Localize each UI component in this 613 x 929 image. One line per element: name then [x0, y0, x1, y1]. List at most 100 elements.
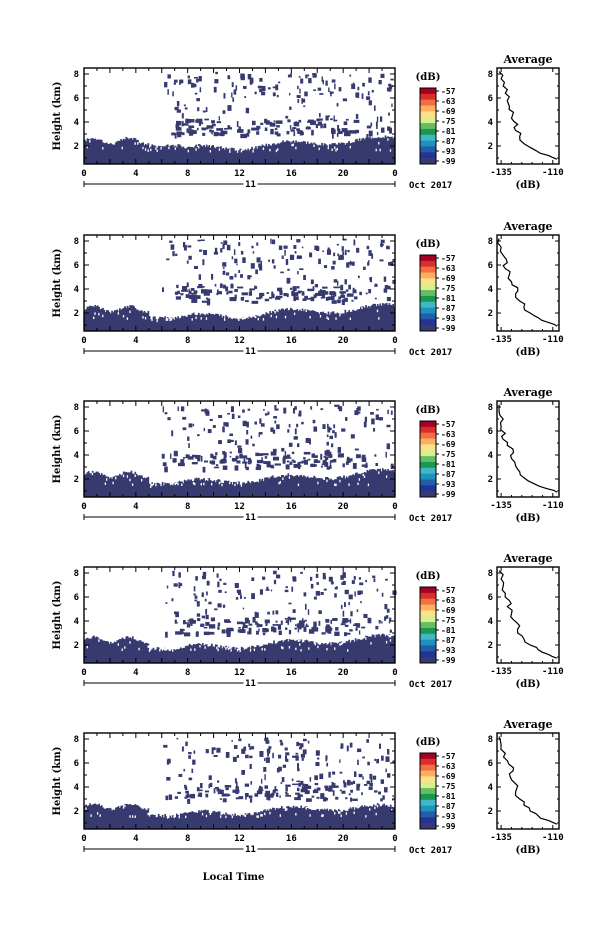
- echo-patch: [216, 573, 219, 578]
- echo-patch: [178, 462, 185, 467]
- echo-patch: [327, 296, 334, 299]
- echo-patch: [325, 797, 328, 801]
- echo-patch: [344, 132, 351, 137]
- echo-column: [322, 479, 325, 497]
- echo-column: [210, 643, 213, 663]
- echo-patch: [222, 110, 226, 114]
- echo-patch: [197, 618, 201, 622]
- echo-column: [108, 478, 111, 497]
- echo-column: [273, 477, 275, 497]
- echo-patch: [205, 609, 208, 615]
- echo-column: [113, 310, 116, 331]
- echo-patch: [175, 253, 178, 257]
- echo-gap: [275, 315, 279, 319]
- echo-column: [332, 480, 335, 497]
- average-x-tick-label: -110: [542, 833, 564, 843]
- echo-patch: [287, 429, 290, 433]
- echo-patch: [338, 296, 342, 300]
- echo-gap: [257, 317, 261, 321]
- echo-column: [235, 815, 238, 829]
- echo-column: [141, 142, 143, 164]
- echo-patch: [328, 789, 333, 792]
- echo-patch: [181, 286, 188, 291]
- echo-patch: [249, 755, 253, 759]
- echo-gap: [124, 646, 127, 649]
- echo-column: [251, 815, 253, 829]
- echo-column: [163, 817, 165, 829]
- echo-column: [292, 805, 295, 829]
- x-tick-label: 20: [338, 834, 349, 844]
- echo-patch: [178, 82, 182, 85]
- echo-column: [369, 805, 371, 829]
- echo-patch: [260, 122, 264, 126]
- echo-patch: [259, 785, 262, 790]
- echo-patch: [278, 766, 282, 772]
- echo-column: [112, 809, 115, 829]
- echo-patch: [271, 259, 275, 264]
- echo-patch: [281, 777, 285, 782]
- echo-column: [185, 148, 187, 164]
- echo-patch: [296, 741, 299, 747]
- echo-patch: [179, 79, 184, 84]
- echo-gap: [177, 482, 180, 486]
- echo-column: [284, 475, 287, 497]
- echo-patch: [363, 266, 366, 270]
- echo-patch: [292, 286, 297, 292]
- echo-column: [343, 142, 345, 164]
- echo-patch: [185, 454, 189, 459]
- echo-patch: [245, 792, 249, 798]
- echo-patch: [250, 263, 255, 269]
- echo-patch: [358, 773, 363, 778]
- echo-column: [354, 472, 357, 497]
- echo-patch: [259, 589, 263, 595]
- echo-column: [344, 642, 347, 663]
- echo-column: [172, 815, 174, 829]
- echo-patch: [269, 296, 273, 299]
- echo-patch: [209, 782, 213, 787]
- colorbar-swatch: [420, 290, 436, 297]
- echo-column: [252, 814, 255, 829]
- echo-patch: [186, 260, 189, 264]
- echo-column: [249, 317, 252, 331]
- echo-column: [253, 482, 256, 497]
- echo-patch: [341, 291, 344, 295]
- echo-column: [335, 144, 338, 164]
- echo-patch: [205, 793, 209, 798]
- echo-patch: [317, 757, 320, 760]
- echo-patch: [200, 239, 205, 242]
- echo-column: [332, 143, 335, 164]
- echo-column: [253, 812, 256, 829]
- echo-patch: [289, 618, 292, 623]
- echo-gap: [192, 481, 196, 485]
- echo-patch: [182, 620, 186, 625]
- echo-patch: [339, 771, 343, 774]
- echo-column: [363, 805, 366, 829]
- echo-column: [152, 814, 155, 829]
- heatmap: [84, 38, 396, 164]
- echo-column: [255, 647, 257, 663]
- echo-patch: [227, 439, 231, 444]
- echo-column: [146, 477, 148, 497]
- echo-patch: [359, 582, 364, 586]
- echo-gap: [242, 317, 245, 320]
- echo-column: [365, 305, 367, 331]
- day-label-bg: [243, 844, 258, 854]
- echo-patch: [183, 622, 190, 624]
- echo-column: [265, 477, 268, 497]
- echo-patch: [264, 785, 269, 789]
- echo-column: [217, 146, 220, 164]
- echo-patch: [196, 98, 200, 102]
- echo-patch: [267, 611, 270, 615]
- echo-patch: [339, 759, 341, 763]
- echo-patch: [297, 743, 301, 746]
- echo-column: [231, 814, 234, 829]
- colorbar-tick-label: -69: [441, 772, 456, 781]
- echo-gap: [195, 316, 199, 320]
- echo-column: [116, 309, 119, 331]
- echo-patch: [354, 591, 356, 597]
- echo-column: [301, 308, 304, 331]
- echo-patch: [196, 613, 201, 617]
- echo-gap: [326, 479, 329, 483]
- echo-column: [319, 145, 322, 164]
- echo-column: [280, 475, 283, 497]
